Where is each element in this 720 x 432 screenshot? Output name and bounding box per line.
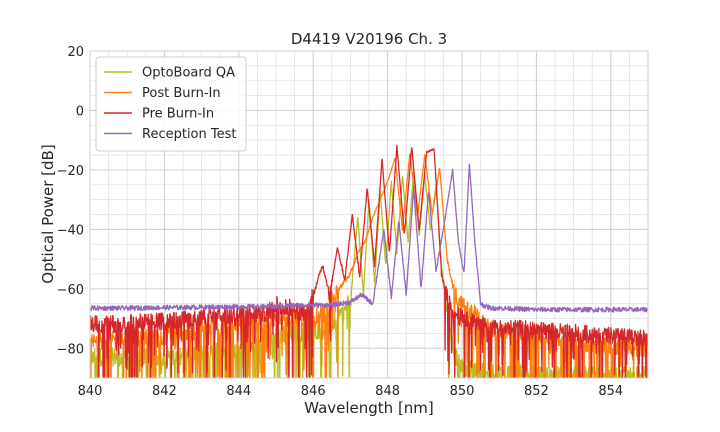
chart-title: D4419 V20196 Ch. 3 xyxy=(291,30,447,48)
y-tick-label: −80 xyxy=(57,342,84,357)
legend-label: Pre Burn-In xyxy=(142,107,214,122)
y-axis-ticks: 20 0 −20 −40 −60 −80 xyxy=(57,45,84,357)
x-axis-ticks: 840 842 844 846 848 850 852 854 xyxy=(78,384,624,399)
y-tick-label: 20 xyxy=(67,45,84,60)
x-tick-label: 844 xyxy=(226,384,251,399)
x-tick-label: 854 xyxy=(598,384,623,399)
x-tick-label: 842 xyxy=(152,384,177,399)
y-axis-label: Optical Power [dB] xyxy=(39,144,57,283)
legend-label: Post Burn-In xyxy=(142,86,221,101)
x-tick-label: 850 xyxy=(450,384,475,399)
legend: OptoBoard QA Post Burn-In Pre Burn-In Recep… xyxy=(95,56,247,152)
y-tick-label: −60 xyxy=(57,283,84,298)
y-tick-label: 0 xyxy=(76,104,84,119)
y-tick-label: −20 xyxy=(57,164,84,179)
legend-label: Reception Test xyxy=(142,127,236,142)
legend-label: OptoBoard QA xyxy=(142,66,235,81)
series-line-pre-burn-in xyxy=(90,144,648,378)
x-tick-label: 846 xyxy=(301,384,326,399)
legend-box xyxy=(95,56,247,152)
series-layer xyxy=(90,144,648,378)
series-line-reception-test xyxy=(90,163,648,313)
x-axis-label: Wavelength [nm] xyxy=(304,399,434,417)
x-tick-label: 840 xyxy=(78,384,103,399)
x-tick-label: 852 xyxy=(524,384,549,399)
y-tick-label: −40 xyxy=(57,223,84,238)
x-tick-label: 848 xyxy=(375,384,400,399)
plot-frame xyxy=(89,50,649,379)
